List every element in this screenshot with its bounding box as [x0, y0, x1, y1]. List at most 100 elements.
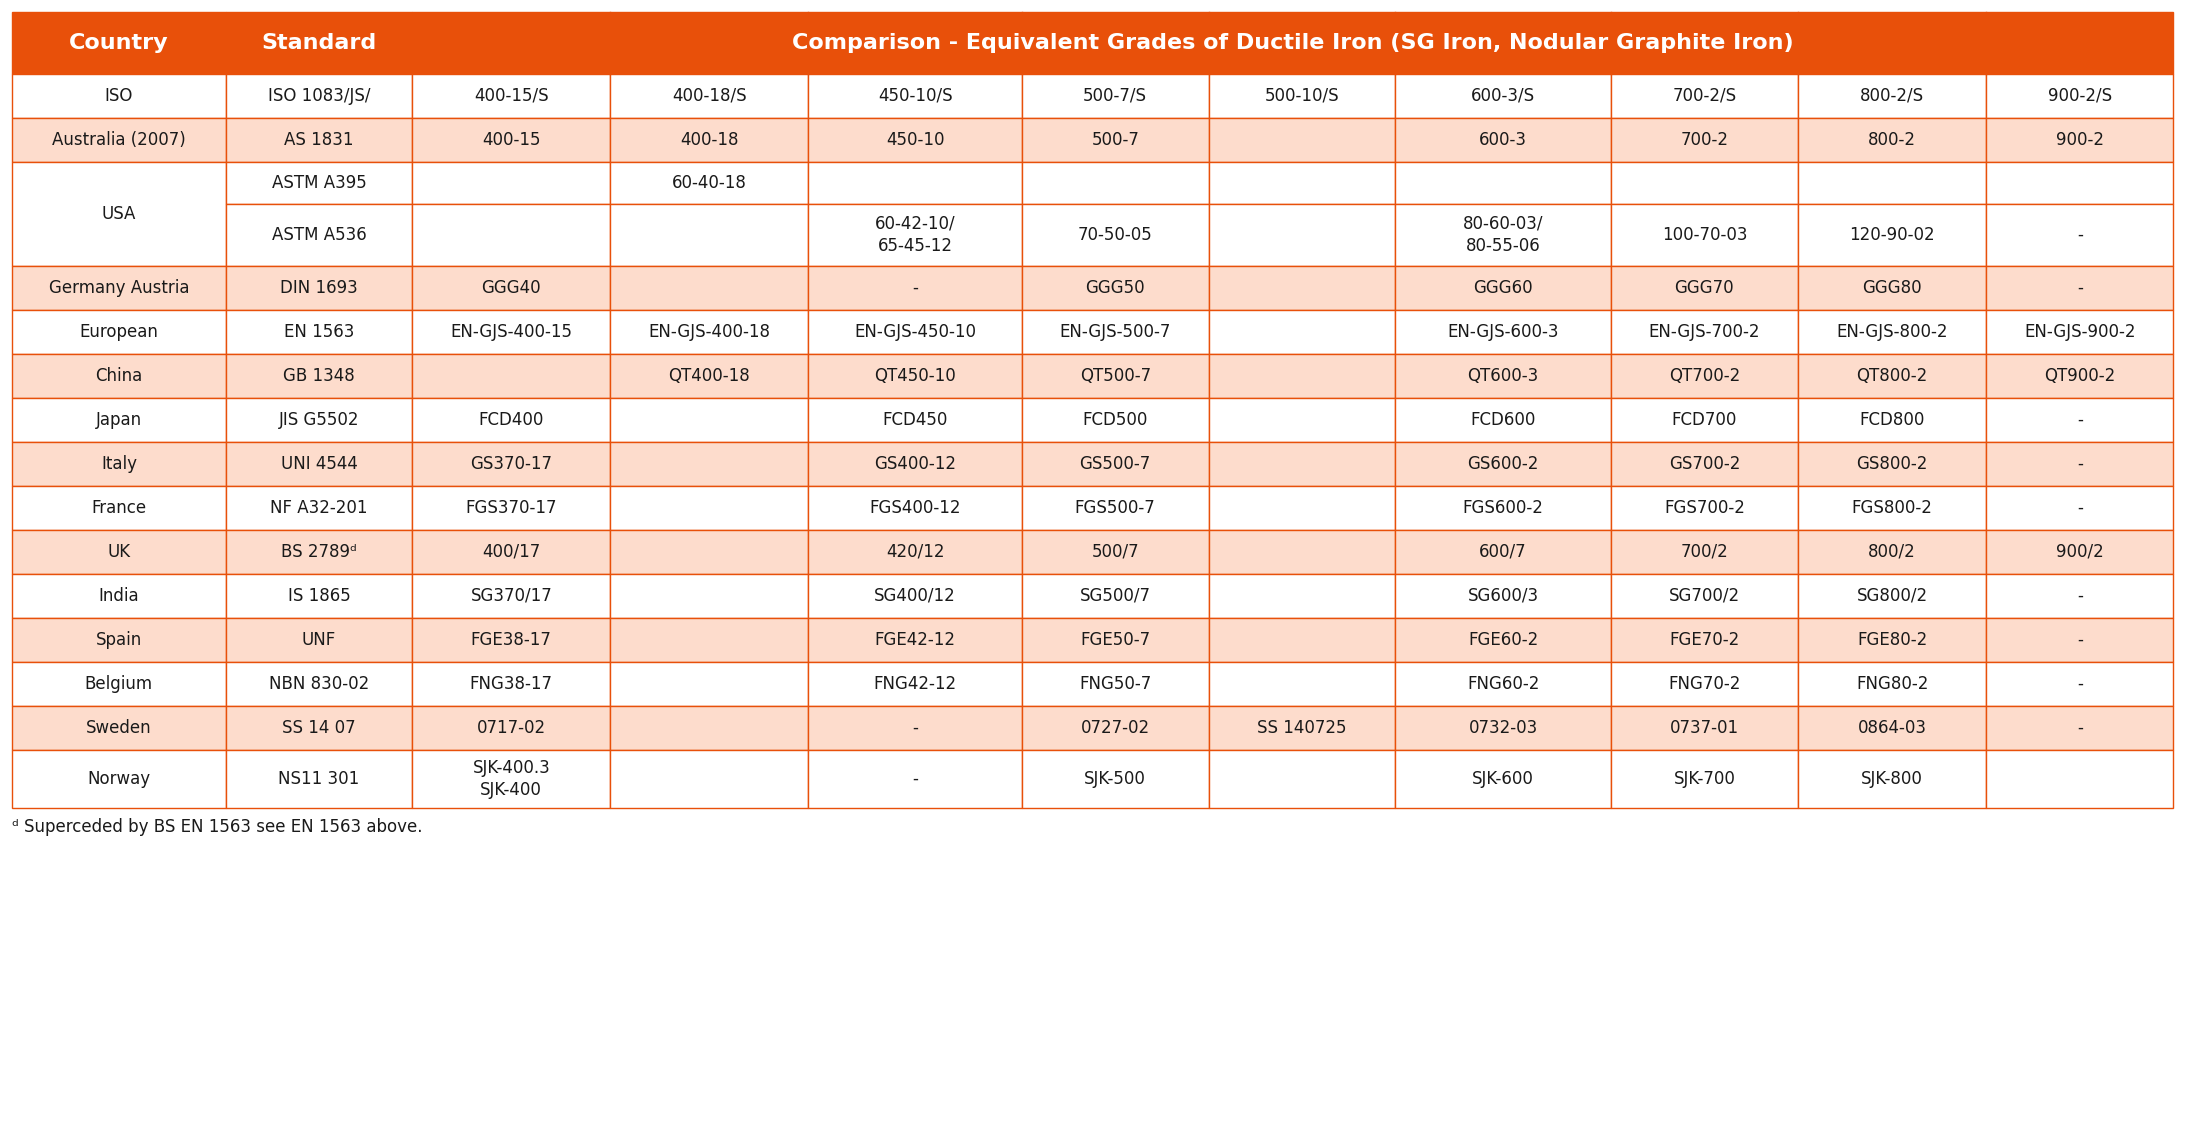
Text: SS 14 07: SS 14 07: [282, 718, 356, 737]
Bar: [1394, 530, 1610, 574]
Text: FGS600-2: FGS600-2: [1462, 499, 1543, 518]
Text: 0864-03: 0864-03: [1857, 718, 1927, 737]
Bar: [610, 442, 808, 486]
Bar: [1610, 118, 1798, 162]
Bar: [11, 74, 225, 118]
Text: -: -: [911, 718, 918, 737]
Bar: [1208, 750, 1394, 808]
Text: FGS370-17: FGS370-17: [465, 499, 557, 518]
Bar: [610, 310, 808, 354]
Text: 800-2: 800-2: [1868, 131, 1916, 149]
Text: GGG50: GGG50: [1086, 279, 1145, 297]
Text: UNF: UNF: [302, 631, 336, 649]
Bar: [610, 204, 808, 266]
Text: ASTM A536: ASTM A536: [271, 226, 367, 244]
Text: 60-40-18: 60-40-18: [671, 174, 747, 192]
Text: Australia (2007): Australia (2007): [52, 131, 186, 149]
Text: GB 1348: GB 1348: [284, 367, 354, 385]
Bar: [11, 354, 225, 398]
Text: 400-15/S: 400-15/S: [474, 87, 548, 106]
Text: EN-GJS-500-7: EN-GJS-500-7: [1060, 323, 1171, 340]
Bar: [1394, 162, 1610, 204]
Text: FNG42-12: FNG42-12: [874, 675, 957, 693]
Text: FGE50-7: FGE50-7: [1079, 631, 1149, 649]
Bar: [413, 118, 610, 162]
Bar: [808, 662, 1023, 706]
Bar: [808, 266, 1023, 310]
Bar: [808, 74, 1023, 118]
Bar: [11, 398, 225, 442]
Bar: [1610, 574, 1798, 617]
Text: ISO 1083/JS/: ISO 1083/JS/: [269, 87, 369, 106]
Bar: [808, 750, 1023, 808]
Bar: [1208, 74, 1394, 118]
Text: 500-7: 500-7: [1090, 131, 1138, 149]
Text: SJK-800: SJK-800: [1862, 770, 1923, 788]
Bar: [225, 662, 413, 706]
Bar: [1986, 74, 2174, 118]
Text: 400-18/S: 400-18/S: [673, 87, 747, 106]
Text: FNG80-2: FNG80-2: [1855, 675, 1927, 693]
Bar: [1208, 266, 1394, 310]
Bar: [1986, 398, 2174, 442]
Text: UNI 4544: UNI 4544: [280, 455, 358, 473]
Text: 400-15: 400-15: [483, 131, 540, 149]
Bar: [1394, 442, 1610, 486]
Text: 450-10/S: 450-10/S: [878, 87, 953, 106]
Text: QT500-7: QT500-7: [1079, 367, 1151, 385]
Text: 100-70-03: 100-70-03: [1661, 226, 1748, 244]
Text: GS700-2: GS700-2: [1669, 455, 1739, 473]
Bar: [413, 162, 610, 204]
Text: FGE70-2: FGE70-2: [1669, 631, 1739, 649]
Bar: [1986, 354, 2174, 398]
Bar: [11, 486, 225, 530]
Text: BS 2789ᵈ: BS 2789ᵈ: [282, 543, 356, 561]
Bar: [1798, 574, 1986, 617]
Bar: [1208, 530, 1394, 574]
Bar: [11, 310, 225, 354]
Text: -: -: [2076, 675, 2082, 693]
Text: 420/12: 420/12: [885, 543, 944, 561]
Bar: [1798, 662, 1986, 706]
Text: 400/17: 400/17: [483, 543, 540, 561]
Bar: [808, 442, 1023, 486]
Bar: [1394, 74, 1610, 118]
Bar: [1394, 750, 1610, 808]
Bar: [1986, 486, 2174, 530]
Bar: [1798, 74, 1986, 118]
Bar: [1610, 442, 1798, 486]
Bar: [1023, 530, 1208, 574]
Text: -: -: [2076, 411, 2082, 429]
Text: 120-90-02: 120-90-02: [1849, 226, 1936, 244]
Bar: [1610, 74, 1798, 118]
Text: EN-GJS-700-2: EN-GJS-700-2: [1650, 323, 1761, 340]
Text: 70-50-05: 70-50-05: [1077, 226, 1154, 244]
Text: FGS500-7: FGS500-7: [1075, 499, 1156, 518]
Text: GGG60: GGG60: [1473, 279, 1534, 297]
Bar: [225, 118, 413, 162]
Bar: [413, 74, 610, 118]
Bar: [413, 750, 610, 808]
Bar: [11, 118, 225, 162]
Bar: [413, 310, 610, 354]
Bar: [11, 12, 225, 74]
Text: 700-2/S: 700-2/S: [1672, 87, 1737, 106]
Bar: [1610, 662, 1798, 706]
Bar: [1798, 118, 1986, 162]
Bar: [610, 617, 808, 662]
Bar: [413, 617, 610, 662]
Text: ASTM A395: ASTM A395: [271, 174, 367, 192]
Bar: [225, 486, 413, 530]
Bar: [1986, 662, 2174, 706]
Bar: [1023, 398, 1208, 442]
Bar: [413, 574, 610, 617]
Bar: [1394, 398, 1610, 442]
Bar: [1208, 574, 1394, 617]
Text: AS 1831: AS 1831: [284, 131, 354, 149]
Text: Sweden: Sweden: [85, 718, 151, 737]
Text: 700-2: 700-2: [1680, 131, 1728, 149]
Bar: [1023, 204, 1208, 266]
Text: Standard: Standard: [262, 33, 376, 53]
Text: 600/7: 600/7: [1479, 543, 1527, 561]
Text: QT800-2: QT800-2: [1857, 367, 1927, 385]
